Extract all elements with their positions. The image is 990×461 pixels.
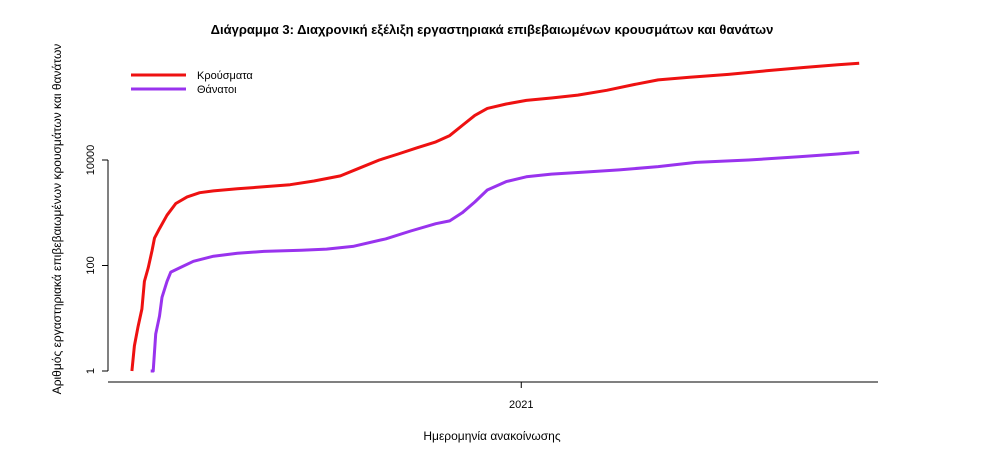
legend-label-1: Θάνατοι bbox=[197, 84, 237, 96]
legend: Κρούσματα Θάνατοι bbox=[131, 70, 253, 96]
axes: 1 100 10000 2021 bbox=[85, 145, 878, 411]
x-axis-label: Ημερομηνία ανακοίνωσης bbox=[423, 429, 560, 443]
y-axis-label: Αριθμός εργαστηριακά επιβεβαιωμένων κρου… bbox=[50, 44, 64, 395]
y-tick-label: 1 bbox=[85, 368, 97, 374]
x-tick-label: 2021 bbox=[509, 399, 533, 411]
series-layer bbox=[130, 61, 860, 373]
legend-label-0: Κρούσματα bbox=[197, 70, 253, 82]
chart-title: Διάγραμμα 3: Διαχρονική εξέλιξη εργαστηρ… bbox=[211, 22, 774, 37]
y-tick-label: 10000 bbox=[85, 145, 97, 176]
series-line-1 bbox=[150, 150, 860, 373]
y-tick-label: 100 bbox=[85, 256, 97, 274]
series-line-0 bbox=[130, 61, 860, 372]
